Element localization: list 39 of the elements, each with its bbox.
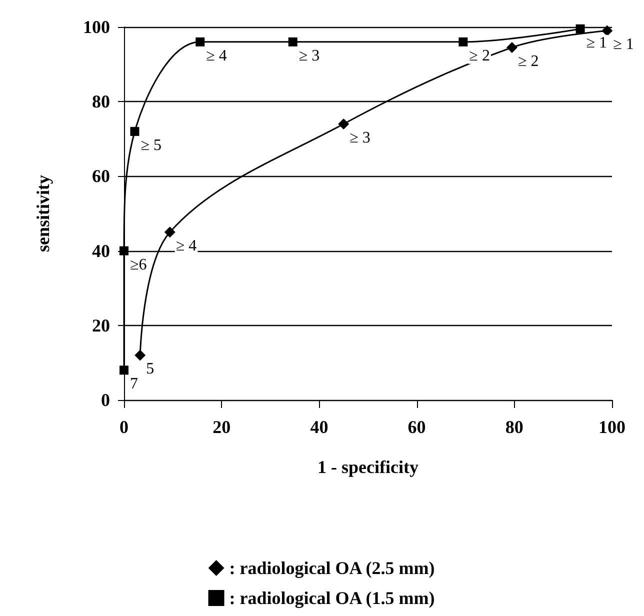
annotation: 5: [146, 360, 154, 378]
point: [134, 350, 146, 361]
point: [164, 226, 176, 238]
x-tick-label: 80: [505, 417, 524, 437]
point: [130, 126, 140, 136]
annotation: 7: [130, 376, 138, 393]
x-tick-label: 100: [598, 417, 626, 437]
point: [506, 42, 518, 54]
y-tick-label: 60: [92, 166, 110, 186]
point: [576, 24, 585, 34]
legend-label: : radiological OA (1.5 mm): [229, 588, 435, 608]
y-tick-label: 20: [92, 315, 110, 336]
annotation: ≥ 3: [350, 129, 370, 146]
annotation: ≥ 2: [469, 47, 490, 64]
point: [602, 25, 613, 36]
x-tick-label: 0: [120, 417, 128, 437]
annotation: ≥6: [130, 256, 147, 274]
annotation: ≥ 1: [586, 34, 608, 52]
annotation: ≥ 3: [298, 47, 320, 64]
point: [338, 118, 350, 130]
y-axis-title: sensitivity: [33, 174, 53, 252]
y-tick-label: 80: [92, 92, 110, 112]
x-tick-label: 20: [212, 417, 231, 437]
annotation: ≥ 4: [206, 47, 227, 64]
x-tick-label: 40: [310, 417, 328, 437]
point: [458, 37, 468, 46]
x-axis-title: 1 - specificity: [318, 457, 418, 477]
annotation: ≥ 2: [518, 53, 539, 70]
annotation: ≥ 5: [140, 136, 162, 154]
legend-label: : radiological OA (2.5 mm): [229, 558, 435, 578]
point: [196, 37, 205, 46]
y-tick-label: 100: [83, 17, 110, 37]
x-tick-label: 60: [408, 417, 426, 437]
annotation: ≥ 4: [176, 238, 197, 255]
y-tick-label: 40: [92, 240, 110, 261]
point: [120, 366, 128, 375]
y-tick-label: 0: [101, 390, 110, 410]
annotation: ≥ 1: [613, 36, 634, 54]
point: [288, 37, 298, 46]
